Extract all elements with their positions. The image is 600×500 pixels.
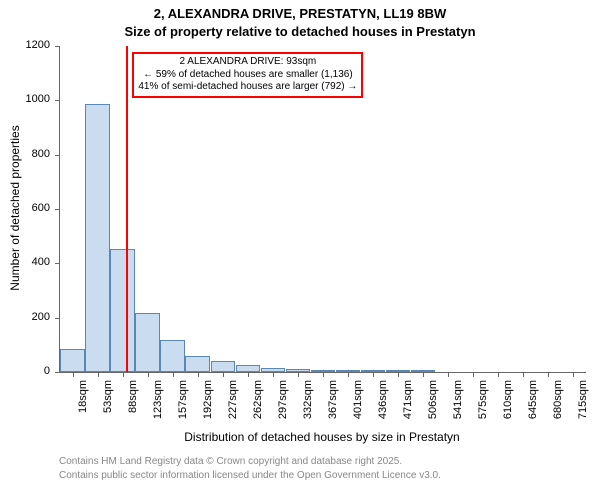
plot-area: 2 ALEXANDRA DRIVE: 93sqm← 59% of detache…: [59, 46, 586, 373]
reference-line: [126, 46, 128, 372]
xtick-mark: [273, 372, 274, 377]
xtick-label: 88sqm: [127, 380, 139, 430]
xtick-mark: [123, 372, 124, 377]
xtick-mark: [323, 372, 324, 377]
xtick-label: 367sqm: [327, 380, 339, 430]
xtick-label: 541sqm: [452, 380, 464, 430]
ytick-label: 400: [0, 256, 50, 268]
xtick-label: 471sqm: [402, 380, 414, 430]
xtick-mark: [423, 372, 424, 377]
ytick-mark: [55, 263, 60, 264]
xtick-label: 123sqm: [152, 380, 164, 430]
annotation-line1: 2 ALEXANDRA DRIVE: 93sqm: [138, 56, 357, 69]
ytick-label: 1200: [0, 39, 50, 51]
ytick-label: 800: [0, 148, 50, 160]
chart-title-line1: 2, ALEXANDRA DRIVE, PRESTATYN, LL19 8BW: [0, 6, 600, 21]
xtick-label: 192sqm: [202, 380, 214, 430]
xtick-label: 297sqm: [277, 380, 289, 430]
histogram-bar: [211, 361, 236, 372]
xtick-label: 506sqm: [427, 380, 439, 430]
histogram-bar: [160, 340, 185, 372]
histogram-bar: [236, 365, 261, 372]
ytick-label: 1000: [0, 93, 50, 105]
xtick-mark: [198, 372, 199, 377]
xtick-label: 332sqm: [302, 380, 314, 430]
xtick-mark: [373, 372, 374, 377]
xtick-mark: [148, 372, 149, 377]
ytick-mark: [55, 100, 60, 101]
ytick-label: 600: [0, 202, 50, 214]
xtick-label: 18sqm: [77, 380, 89, 430]
xtick-mark: [298, 372, 299, 377]
ytick-mark: [55, 46, 60, 47]
xtick-mark: [223, 372, 224, 377]
xtick-mark: [473, 372, 474, 377]
histogram-chart: 2, ALEXANDRA DRIVE, PRESTATYN, LL19 8BW …: [0, 0, 600, 500]
x-axis-label: Distribution of detached houses by size …: [59, 430, 585, 444]
xtick-label: 227sqm: [227, 380, 239, 430]
annotation-line3: 41% of semi-detached houses are larger (…: [138, 81, 357, 94]
histogram-bar: [85, 104, 110, 372]
xtick-label: 680sqm: [552, 380, 564, 430]
xtick-label: 575sqm: [477, 380, 489, 430]
xtick-mark: [348, 372, 349, 377]
footer-line2: Contains public sector information licen…: [59, 470, 441, 481]
annotation-line2: ← 59% of detached houses are smaller (1,…: [138, 69, 357, 82]
xtick-mark: [448, 372, 449, 377]
xtick-mark: [573, 372, 574, 377]
xtick-label: 645sqm: [527, 380, 539, 430]
ytick-mark: [55, 209, 60, 210]
xtick-label: 262sqm: [252, 380, 264, 430]
xtick-label: 401sqm: [352, 380, 364, 430]
xtick-mark: [98, 372, 99, 377]
xtick-label: 715sqm: [577, 380, 589, 430]
xtick-mark: [248, 372, 249, 377]
xtick-mark: [523, 372, 524, 377]
xtick-mark: [498, 372, 499, 377]
xtick-label: 610sqm: [502, 380, 514, 430]
ytick-label: 0: [0, 365, 50, 377]
ytick-mark: [55, 155, 60, 156]
histogram-bar: [135, 313, 160, 372]
xtick-label: 157sqm: [177, 380, 189, 430]
histogram-bar: [60, 349, 85, 372]
histogram-bar: [110, 249, 135, 372]
xtick-mark: [173, 372, 174, 377]
footer-line1: Contains HM Land Registry data © Crown c…: [59, 456, 402, 467]
ytick-mark: [55, 372, 60, 373]
xtick-label: 53sqm: [102, 380, 114, 430]
xtick-mark: [398, 372, 399, 377]
xtick-label: 436sqm: [377, 380, 389, 430]
annotation-box: 2 ALEXANDRA DRIVE: 93sqm← 59% of detache…: [132, 52, 363, 98]
chart-title-line2: Size of property relative to detached ho…: [0, 24, 600, 39]
xtick-mark: [73, 372, 74, 377]
ytick-label: 200: [0, 311, 50, 323]
histogram-bar: [185, 356, 210, 372]
xtick-mark: [548, 372, 549, 377]
ytick-mark: [55, 318, 60, 319]
